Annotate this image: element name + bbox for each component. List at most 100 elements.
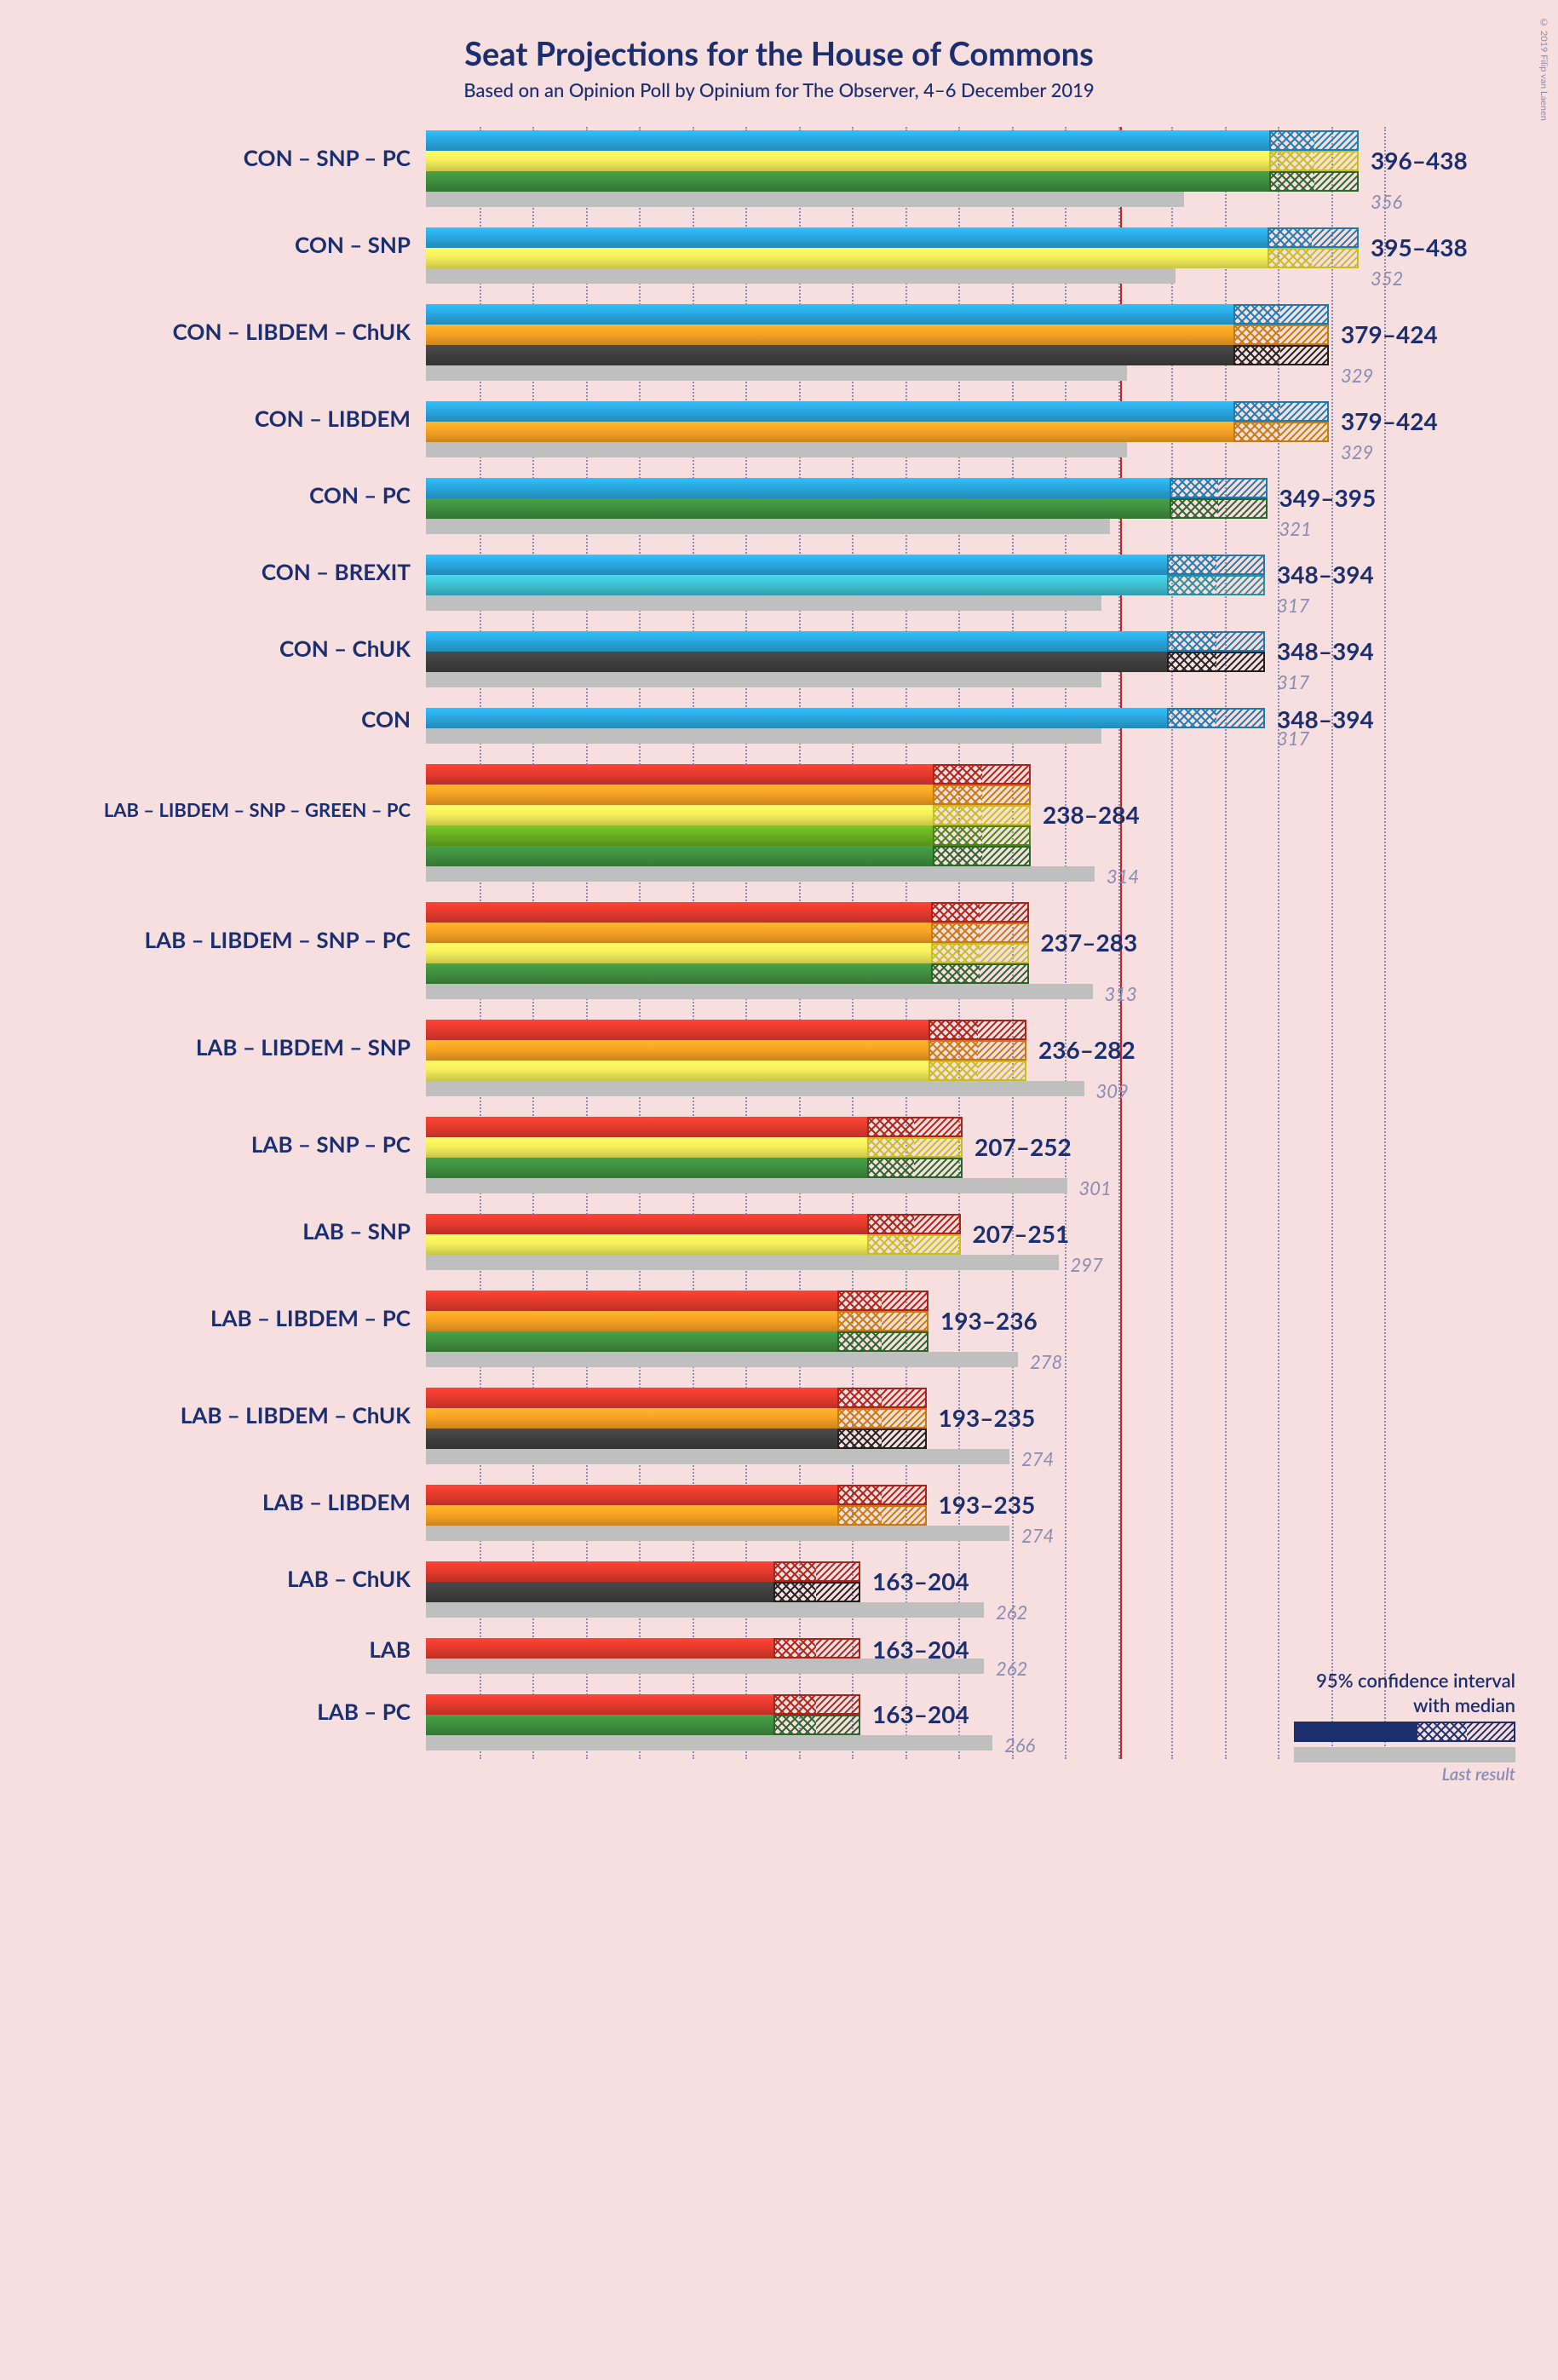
last-result-bar	[426, 728, 1101, 744]
party-bar	[426, 1061, 1026, 1081]
bar-stack	[426, 401, 1329, 442]
party-bar	[426, 1638, 860, 1659]
hatch-lower	[931, 923, 980, 943]
party-bar-fill	[426, 1561, 773, 1582]
last-result-bar	[426, 1735, 992, 1751]
party-bar-fill	[426, 478, 1170, 498]
hatch-lower	[773, 1638, 816, 1659]
legend-last-bar	[1294, 1747, 1515, 1762]
hatch-upper	[982, 805, 1032, 825]
hatch-lower	[1167, 652, 1216, 672]
hatch-upper	[980, 902, 1029, 923]
coalition-row: CON – BREXIT348–394317	[51, 551, 1507, 619]
last-result-bar	[426, 1178, 1067, 1193]
hatch-upper	[1216, 575, 1266, 595]
last-value-label: 297	[1071, 1253, 1103, 1276]
bar-stack	[426, 1291, 928, 1352]
coalition-row: LAB – LIBDEM – SNP236–282309	[51, 1016, 1507, 1105]
party-bar-fill	[426, 1061, 928, 1081]
last-result-bar	[426, 268, 1176, 284]
party-bar-fill	[426, 575, 1167, 595]
coalition-label: CON – LIBDEM – ChUK	[51, 301, 426, 342]
hatch-upper	[980, 923, 1029, 943]
hatch-lower	[837, 1311, 882, 1331]
value-label: 193–235	[939, 1403, 1036, 1432]
party-bar	[426, 1429, 927, 1449]
last-result-bar	[426, 1449, 1009, 1464]
party-bar	[426, 923, 1029, 943]
hatch-lower	[928, 1040, 978, 1061]
hatch-lower	[837, 1505, 882, 1526]
last-result-bar	[426, 192, 1184, 207]
hatch-lower	[1167, 575, 1216, 595]
hatch-lower	[867, 1158, 914, 1178]
hatch-lower	[837, 1388, 882, 1408]
hatch-lower	[1268, 227, 1313, 248]
bar-zone: 348–394317	[426, 628, 1507, 696]
hatch-lower	[1167, 631, 1216, 652]
value-label: 193–236	[940, 1306, 1038, 1335]
legend-last-label: Last result	[1294, 1764, 1515, 1785]
coalition-row: LAB – SNP – PC207–252301	[51, 1113, 1507, 1202]
party-bar	[426, 1158, 963, 1178]
party-bar	[426, 1561, 860, 1582]
coalition-row: LAB – LIBDEM – SNP – GREEN – PC238–28431…	[51, 761, 1507, 890]
party-bar-fill	[426, 171, 1269, 192]
hatch-lower	[837, 1291, 882, 1311]
hatch-lower	[1269, 171, 1314, 192]
value-label: 163–204	[872, 1635, 969, 1664]
hatch-upper	[882, 1331, 928, 1352]
coalition-label: LAB – SNP – PC	[51, 1113, 426, 1155]
party-bar-fill	[426, 923, 931, 943]
last-result-bar	[426, 1526, 1009, 1541]
hatch-lower	[1233, 401, 1280, 422]
party-bar-fill	[426, 652, 1167, 672]
hatch-upper	[816, 1715, 861, 1735]
coalition-row: CON – PC349–395321	[51, 474, 1507, 543]
party-bar	[426, 902, 1029, 923]
hatch-upper	[1280, 325, 1330, 345]
hatch-upper	[980, 963, 1029, 984]
last-value-label: 356	[1371, 190, 1402, 213]
last-result-bar	[426, 365, 1127, 381]
hatch-upper	[1216, 708, 1266, 728]
bar-stack	[426, 1694, 860, 1735]
party-bar	[426, 846, 1031, 866]
party-bar-fill	[426, 248, 1268, 268]
coalition-row: LAB – LIBDEM – SNP – PC237–283313	[51, 899, 1507, 1008]
party-bar	[426, 1137, 963, 1158]
party-bar-fill	[426, 805, 933, 825]
coalition-label: LAB – LIBDEM – PC	[51, 1287, 426, 1329]
coalition-row: LAB – LIBDEM – ChUK193–235274	[51, 1384, 1507, 1473]
last-value-label: 274	[1021, 1447, 1054, 1470]
party-bar	[426, 171, 1359, 192]
hatch-lower	[931, 902, 980, 923]
last-result-bar	[426, 984, 1093, 999]
last-value-label: 314	[1107, 865, 1139, 888]
coalition-label: CON – ChUK	[51, 628, 426, 659]
hatch-upper	[1216, 652, 1266, 672]
bar-zone: 395–438352	[426, 224, 1507, 292]
last-result-bar	[426, 1352, 1018, 1367]
hatch-lower	[837, 1429, 882, 1449]
party-bar	[426, 1040, 1026, 1061]
hatch-upper	[882, 1291, 928, 1311]
party-bar	[426, 248, 1359, 268]
hatch-lower	[928, 1020, 978, 1040]
last-value-label: 321	[1279, 517, 1312, 540]
hatch-lower	[1233, 304, 1280, 325]
hatch-lower	[1233, 325, 1280, 345]
hatch-lower	[867, 1137, 914, 1158]
party-bar	[426, 764, 1031, 785]
legend-swatch	[1294, 1722, 1515, 1742]
party-bar-fill	[426, 555, 1167, 575]
bar-stack	[426, 764, 1031, 866]
last-value-label: 317	[1277, 594, 1309, 617]
party-bar-fill	[426, 130, 1269, 151]
party-bar-fill	[426, 825, 933, 846]
last-result-bar	[426, 1602, 984, 1618]
legend-hatch-lower	[1416, 1722, 1467, 1742]
party-bar	[426, 1408, 927, 1429]
chart-title: Seat Projections for the House of Common…	[26, 34, 1532, 73]
value-label: 237–283	[1041, 928, 1138, 957]
